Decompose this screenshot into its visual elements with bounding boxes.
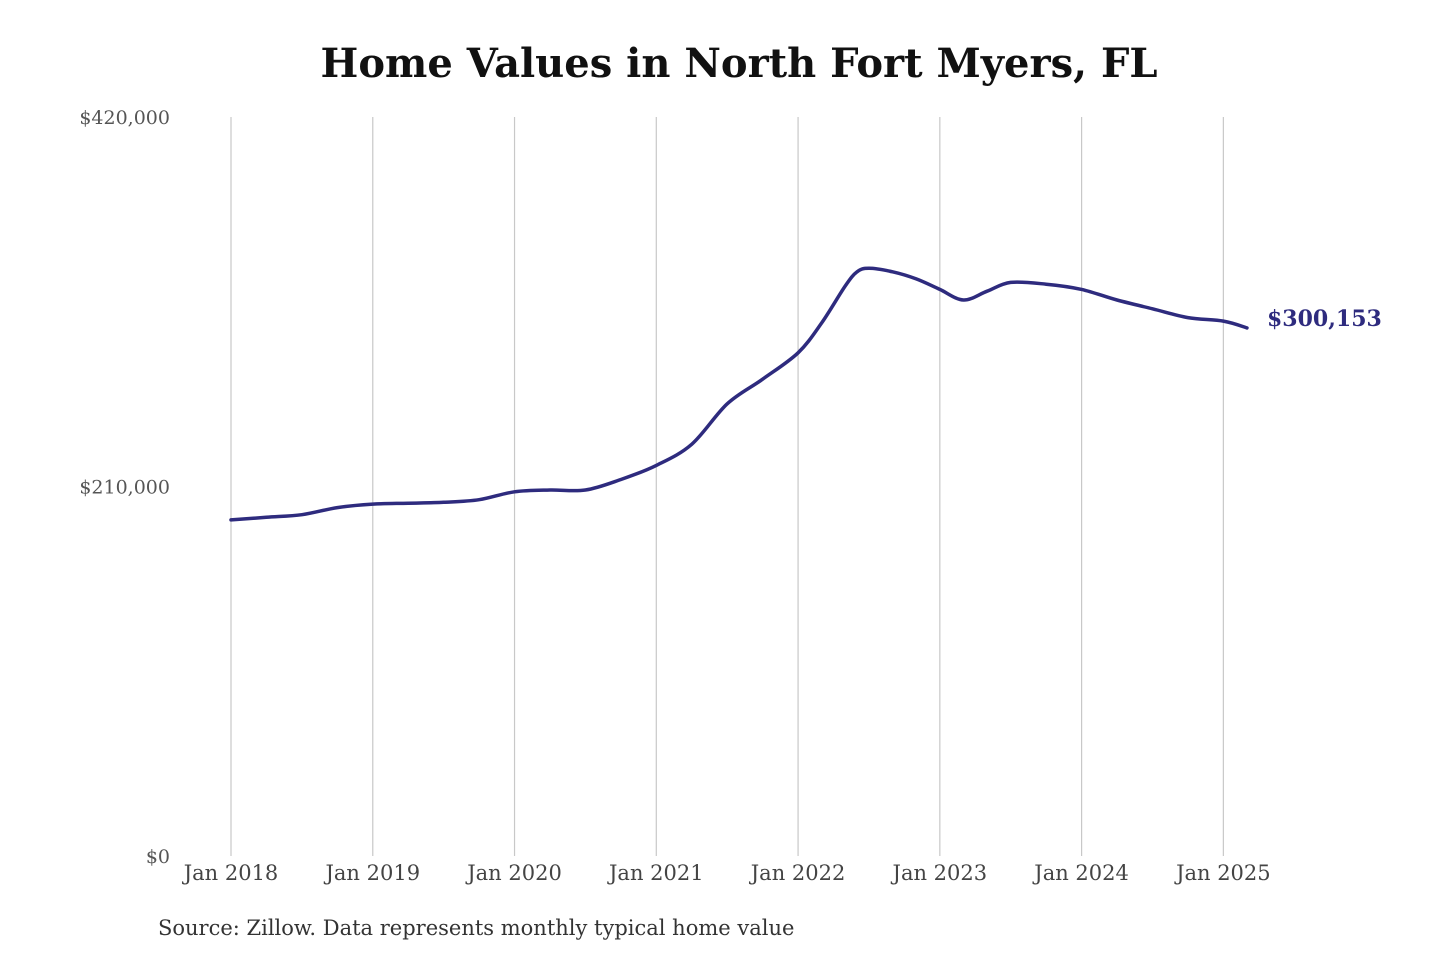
y-axis-ticks: $0 $210,000 $420,000: [79, 107, 170, 868]
x-tick-label: Jan 2025: [1174, 861, 1271, 885]
x-tick-label: Jan 2020: [465, 861, 562, 885]
gridlines: [230, 117, 1224, 856]
x-tick-label: Jan 2024: [1032, 861, 1129, 885]
end-value-label: $300,153: [1267, 306, 1382, 332]
source-note: Source: Zillow. Data represents monthly …: [158, 916, 795, 940]
series-line: [229, 266, 1249, 522]
x-tick-label: Jan 2019: [323, 861, 420, 885]
x-tick-label: Jan 2018: [182, 861, 279, 885]
x-tick-label: Jan 2022: [749, 861, 846, 885]
series-layer: [229, 266, 1249, 522]
y-tick-label: $0: [146, 846, 170, 868]
y-tick-label: $210,000: [79, 477, 170, 499]
chart-title: Home Values in North Fort Myers, FL: [320, 40, 1158, 87]
x-tick-label: Jan 2023: [891, 861, 988, 885]
y-tick-label: $420,000: [79, 107, 170, 129]
x-tick-label: Jan 2021: [607, 861, 704, 885]
x-axis-ticks: Jan 2018 Jan 2019 Jan 2020 Jan 2021 Jan 2022…: [182, 861, 1271, 885]
